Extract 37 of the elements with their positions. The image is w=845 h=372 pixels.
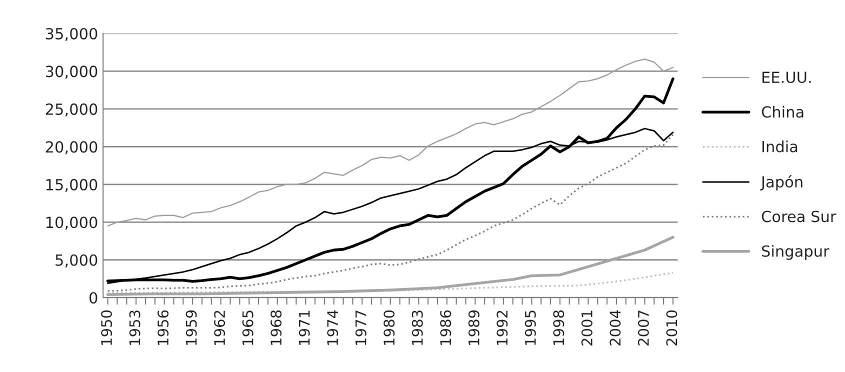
x-tick-label: 2001: [581, 310, 592, 346]
y-tick-label: 35,000: [46, 28, 98, 42]
y-tick-label: 5,000: [56, 254, 98, 268]
x-tick-label: 1983: [412, 310, 423, 345]
x-tick-label: 1995: [524, 310, 536, 345]
legend-label: China: [762, 106, 804, 118]
y-tick-label: 30,000: [46, 66, 98, 79]
line-series: [107, 58, 674, 227]
x-tick-label: 1974: [327, 310, 338, 345]
x-tick-label: 2010: [666, 310, 678, 346]
x-tick-label: 2004: [610, 310, 621, 346]
x-tick-label: 1959: [186, 310, 197, 345]
legend-label: Japón: [760, 175, 802, 191]
x-tick-label: 1962: [214, 310, 226, 345]
x-tick-label: 1965: [242, 310, 254, 345]
x-tick-label: 1998: [553, 310, 564, 345]
legend-label: Singapur: [762, 245, 830, 260]
legend-label: Corea Sur: [762, 210, 836, 222]
x-tick-label: 1971: [298, 310, 310, 345]
y-tick-label: 25,000: [46, 103, 98, 117]
y-tick-label: 20,000: [46, 141, 98, 154]
legend-label: India: [762, 140, 798, 152]
line-series: [106, 236, 674, 296]
x-tick-label: 1953: [129, 310, 140, 345]
x-tick-label: 1968: [270, 310, 282, 345]
x-tick-label: 1980: [384, 310, 395, 345]
y-tick-label: 15,000: [46, 178, 98, 192]
y-tick-label: 0: [90, 292, 98, 304]
x-tick-label: 2007: [638, 310, 649, 346]
x-tick-label: 1986: [440, 310, 452, 345]
legend-label: EE.UU.: [762, 72, 811, 84]
x-tick-label: 1977: [355, 310, 366, 345]
x-tick-label: 1950: [101, 310, 112, 345]
x-tick-label: 1956: [158, 310, 169, 345]
x-tick-label: 1989: [468, 310, 480, 345]
x-tick-label: 1992: [496, 310, 508, 345]
y-tick-label: 10,000: [46, 216, 98, 230]
